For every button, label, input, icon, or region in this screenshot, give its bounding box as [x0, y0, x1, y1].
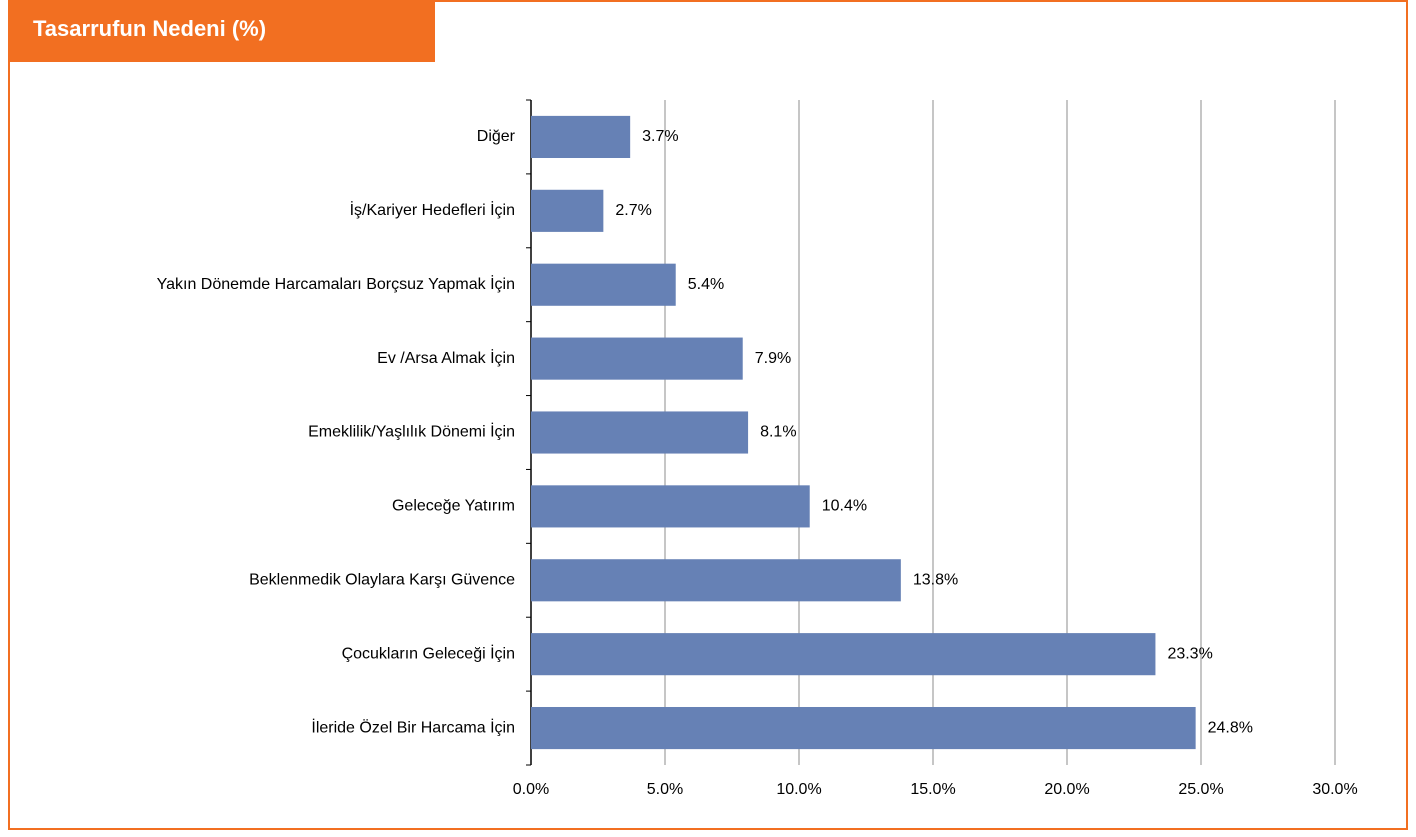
y-tick-label: Beklenmedik Olaylara Karşı Güvence: [249, 571, 515, 588]
bar: [531, 706, 1196, 750]
y-tick-label: Emeklilik/Yaşlılık Dönemi İçin: [308, 422, 515, 441]
data-label: 24.8%: [1208, 719, 1253, 736]
y-tick-label: Ev /Arsa Almak İçin: [377, 348, 515, 367]
bar: [531, 115, 631, 159]
data-label: 5.4%: [688, 276, 724, 293]
data-label: 10.4%: [822, 498, 867, 515]
chart-title: Tasarrufun Nedeni (%): [33, 16, 266, 41]
y-tick-label: Çocukların Geleceği İçin: [342, 643, 515, 662]
title-tab: [8, 0, 435, 62]
y-tick-label: İş/Kariyer Hedefleri İçin: [350, 200, 515, 219]
y-tick-label: İleride Özel Bir Harcama İçin: [311, 717, 515, 736]
frame: [8, 0, 1408, 830]
data-label: 8.1%: [760, 424, 796, 441]
bar: [531, 337, 743, 380]
bar: [531, 633, 1156, 676]
bar: [531, 189, 604, 232]
bar: [531, 485, 810, 528]
x-tick-label: 10.0%: [776, 781, 821, 798]
data-label: 3.7%: [642, 128, 678, 145]
x-tick-label: 0.0%: [513, 781, 549, 798]
x-tick-label: 15.0%: [910, 781, 955, 798]
x-tick-label: 20.0%: [1044, 781, 1089, 798]
y-tick-label: Diğer: [477, 128, 516, 145]
data-label: 23.3%: [1167, 645, 1212, 662]
data-label: 13.8%: [913, 571, 958, 588]
bar: [531, 559, 901, 602]
x-tick-label: 30.0%: [1312, 781, 1357, 798]
x-tick-label: 25.0%: [1178, 781, 1223, 798]
y-tick-label: Yakın Dönemde Harcamaları Borçsuz Yapmak…: [157, 274, 515, 293]
data-label: 2.7%: [615, 202, 651, 219]
bar: [531, 263, 676, 306]
data-label: 7.9%: [755, 350, 791, 367]
y-tick-label: Geleceğe Yatırım: [392, 498, 515, 515]
bar: [531, 411, 749, 454]
x-tick-label: 5.0%: [647, 781, 683, 798]
